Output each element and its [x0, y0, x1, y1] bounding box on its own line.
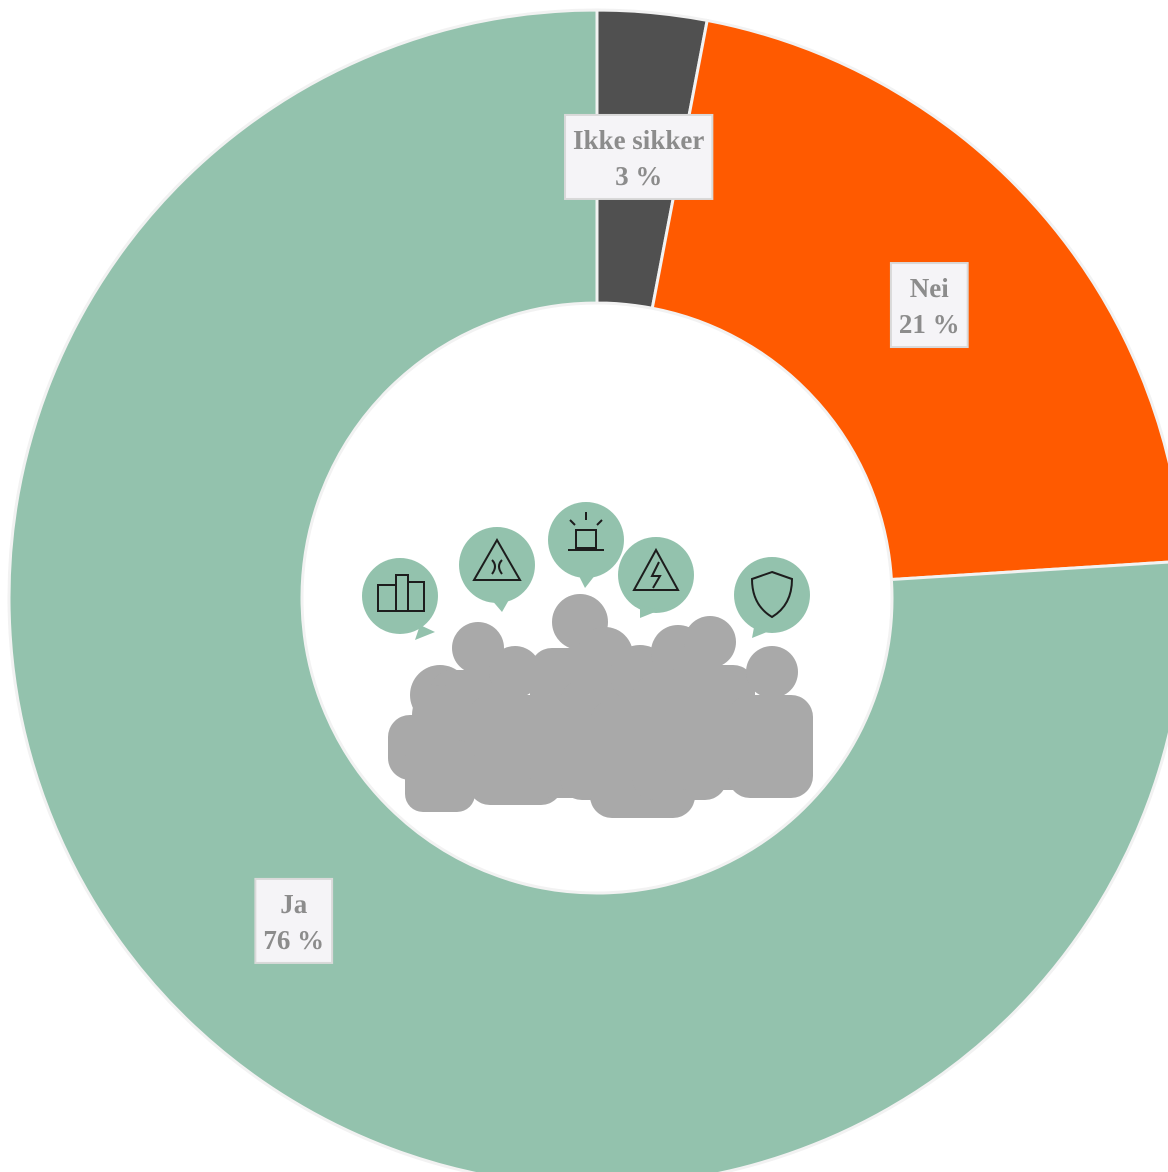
label-category: Ikke sikker: [573, 125, 704, 155]
data-label: Ja 76 %: [254, 877, 334, 964]
center-illustration: [362, 502, 813, 818]
data-label: Ikke sikker 3 %: [564, 113, 714, 200]
crowd: [388, 594, 813, 818]
label-box: [889, 262, 969, 349]
label-box: [564, 113, 714, 200]
label-value: 21 %: [899, 309, 960, 339]
label-value: 3 %: [615, 161, 662, 191]
bubble-icons: [377, 512, 794, 619]
labels: Ikke sikker 3 % Nei 21 % Ja 76 %: [254, 113, 969, 964]
label-value: 76 %: [263, 925, 324, 955]
label-box: [254, 877, 334, 964]
label-category: Nei: [910, 273, 949, 303]
data-label: Nei 21 %: [889, 262, 969, 349]
label-category: Ja: [280, 889, 308, 919]
